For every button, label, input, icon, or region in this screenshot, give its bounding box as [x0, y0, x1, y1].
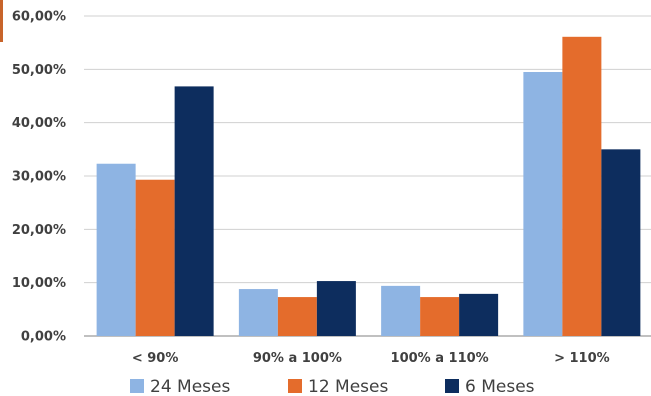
corner-accent: [0, 0, 3, 42]
bar-6-meses: [174, 86, 214, 337]
x-tick-label: < 90%: [132, 351, 179, 366]
legend-swatch: [288, 379, 302, 393]
legend-swatch: [445, 379, 459, 393]
bar-12-meses: [135, 179, 175, 336]
x-tick-label: 100% a 110%: [391, 351, 489, 366]
y-tick-label: 10,00%: [12, 276, 66, 291]
x-tick-label: 90% a 100%: [253, 351, 342, 366]
legend: 24 Meses 12 Meses 6 Meses: [130, 377, 535, 396]
legend-swatch: [130, 379, 144, 393]
bar-24-meses: [523, 72, 563, 336]
bar-12-meses: [420, 297, 460, 336]
legend-label: 12 Meses: [308, 377, 388, 396]
y-tick-label: 0,00%: [21, 330, 66, 345]
bar-24-meses: [238, 289, 278, 336]
legend-label: 6 Meses: [465, 377, 535, 396]
y-tick-label: 20,00%: [12, 223, 66, 238]
bar-12-meses: [562, 36, 602, 337]
bar-12-meses: [277, 297, 317, 336]
x-axis-ticks: < 90% 90% a 100% 100% a 110% > 110%: [132, 351, 610, 366]
y-tick-label: 50,00%: [12, 63, 66, 78]
bars: [96, 36, 641, 337]
y-tick-label: 30,00%: [12, 170, 66, 185]
bar-24-meses: [381, 285, 421, 336]
y-tick-label: 60,00%: [12, 10, 66, 25]
y-tick-label: 40,00%: [12, 116, 66, 131]
bar-24-meses: [96, 163, 136, 336]
x-tick-label: > 110%: [554, 351, 610, 366]
y-axis-ticks: 0,00% 10,00% 20,00% 30,00% 40,00% 50,00% 60,00…: [12, 10, 66, 345]
legend-label: 24 Meses: [150, 377, 230, 396]
bar-6-meses: [459, 293, 499, 336]
bar-6-meses: [316, 281, 356, 336]
bar-6-meses: [601, 149, 641, 336]
